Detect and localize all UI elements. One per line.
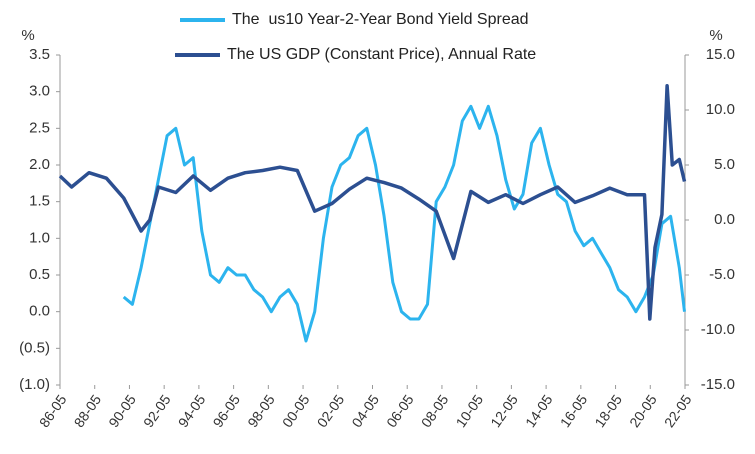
x-tick-label: 08-05	[418, 391, 452, 430]
y2-tick-label: 0.0	[714, 211, 735, 228]
x-tick-label: 92-05	[140, 391, 174, 430]
y2-tick-label: -10.0	[701, 321, 735, 338]
legend-label: The US GDP (Constant Price), Annual Rate	[227, 46, 536, 63]
x-tick-label: 90-05	[105, 391, 139, 430]
y2-axis-label: %	[709, 27, 722, 44]
y-tick-label: 3.5	[29, 46, 50, 63]
y-tick-label: (0.5)	[19, 339, 50, 356]
x-tick-label: 04-05	[348, 391, 382, 430]
y-tick-label: 1.5	[29, 193, 50, 210]
x-tick-label: 88-05	[71, 391, 105, 430]
x-tick-label: 02-05	[314, 391, 348, 430]
y-tick-label: 0.5	[29, 266, 50, 283]
x-tick-label: 96-05	[209, 391, 243, 430]
series-line	[122, 104, 686, 343]
x-tick-label: 22-05	[661, 391, 695, 430]
series-line	[58, 84, 687, 321]
y2-tick-label: -15.0	[701, 376, 735, 393]
y-axis-label: %	[21, 27, 34, 44]
x-tick-label: 18-05	[591, 391, 625, 430]
x-tick-label: 86-05	[36, 391, 70, 430]
x-tick-label: 98-05	[244, 391, 278, 430]
x-tick-label: 00-05	[279, 391, 313, 430]
x-tick-label: 14-05	[522, 391, 556, 430]
y-tick-label: 0.0	[29, 303, 50, 320]
x-tick-label: 94-05	[175, 391, 209, 430]
y-tick-label: 2.0	[29, 156, 50, 173]
y2-tick-label: 10.0	[706, 101, 735, 118]
x-tick-label: 06-05	[383, 391, 417, 430]
x-tick-label: 20-05	[626, 391, 660, 430]
y-tick-label: 2.5	[29, 119, 50, 136]
y2-tick-label: 15.0	[706, 46, 735, 63]
y-tick-label: (1.0)	[19, 376, 50, 393]
y-tick-label: 3.0	[29, 83, 50, 100]
x-tick-label: 16-05	[557, 391, 591, 430]
y2-tick-label: 5.0	[714, 156, 735, 173]
y-tick-label: 1.0	[29, 229, 50, 246]
legend-label: The us10 Year-2-Year Bond Yield Spread	[232, 11, 529, 28]
x-tick-label: 10-05	[453, 391, 487, 430]
y2-tick-label: -5.0	[709, 266, 735, 283]
x-tick-label: 12-05	[487, 391, 521, 430]
